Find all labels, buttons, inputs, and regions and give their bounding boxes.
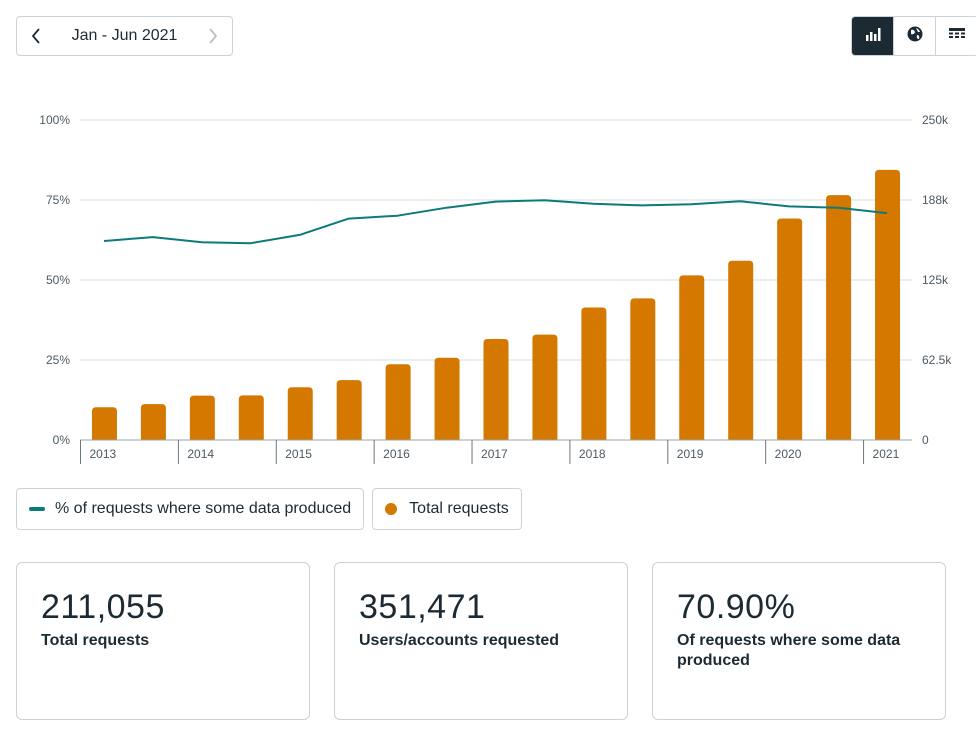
view-toggle	[851, 16, 976, 56]
stat-card-percent-data: 70.90% Of requests where some data produ…	[652, 562, 946, 720]
legend-bar-label: Total requests	[409, 500, 509, 517]
y-right-tick-label: 62.5k	[922, 353, 952, 367]
stat-card-total-requests: 211,055 Total requests	[16, 562, 310, 720]
stat-label: Of requests where some data produced	[677, 632, 901, 669]
bar	[238, 395, 264, 440]
y-right-tick-label: 188k	[922, 193, 949, 207]
bar	[287, 387, 313, 440]
stat-label: Total requests	[41, 632, 150, 649]
x-tick-label: 2016	[383, 447, 410, 461]
chart: 0% 0 25% 62.5k 50% 125k 75% 188k 100% 250k 2013 201…	[39, 113, 952, 464]
legend-item-percent[interactable]: % of requests where some data produced	[16, 488, 365, 530]
bar	[679, 275, 705, 440]
globe-icon	[906, 25, 924, 48]
y-left-tick-label: 50%	[46, 273, 70, 287]
x-tick-label: 2017	[481, 447, 508, 461]
x-tick-label: 2014	[187, 447, 214, 461]
bar	[483, 339, 509, 440]
bar	[140, 404, 166, 440]
stat-value: 70.90%	[677, 588, 796, 626]
bar	[91, 407, 117, 440]
stat-value: 211,055	[41, 588, 165, 626]
bar	[581, 307, 607, 440]
bar	[728, 260, 754, 440]
bar-chart-icon	[865, 26, 881, 47]
bar	[532, 334, 558, 440]
bar	[189, 395, 215, 440]
table-icon	[948, 27, 965, 46]
x-tick-label: 2021	[873, 447, 900, 461]
chevron-left-icon[interactable]	[29, 28, 43, 44]
legend-line-swatch	[29, 507, 45, 511]
bar-chart-view-button[interactable]	[852, 17, 893, 55]
y-left-tick-label: 0%	[53, 433, 71, 447]
stat-card-users-requested: 351,471 Users/accounts requested	[334, 562, 628, 720]
y-left-tick-label: 75%	[46, 193, 70, 207]
bar	[777, 218, 803, 440]
series-line-percent	[103, 199, 888, 245]
legend: % of requests where some data produced T…	[16, 488, 522, 530]
period-selector: Jan - Jun 2021	[16, 16, 233, 56]
y-left-tick-label: 100%	[39, 113, 70, 127]
legend-item-total[interactable]: Total requests	[372, 488, 522, 530]
legend-dot-swatch	[385, 503, 398, 515]
x-tick-label: 2019	[677, 447, 704, 461]
bar	[434, 357, 460, 440]
x-tick-label: 2020	[775, 447, 802, 461]
bar	[336, 380, 362, 440]
chevron-right-icon[interactable]	[206, 28, 220, 44]
x-tick-label: 2015	[285, 447, 312, 461]
legend-line-label: % of requests where some data produced	[55, 500, 352, 517]
y-right-tick-label: 0	[922, 433, 929, 447]
stat-label: Users/accounts requested	[359, 632, 560, 649]
bar	[385, 364, 411, 440]
y-right-tick-label: 125k	[922, 273, 949, 287]
globe-view-button[interactable]	[893, 17, 935, 55]
bar	[875, 169, 901, 440]
y-right-tick-label: 250k	[922, 113, 949, 127]
x-tick-label: 2018	[579, 447, 606, 461]
stat-value: 351,471	[359, 588, 486, 626]
bar	[826, 195, 852, 440]
table-view-button[interactable]	[935, 17, 976, 55]
bar	[630, 298, 656, 440]
x-tick-label: 2013	[90, 447, 117, 461]
y-left-tick-label: 25%	[46, 353, 70, 367]
period-label: Jan - Jun 2021	[71, 27, 178, 44]
